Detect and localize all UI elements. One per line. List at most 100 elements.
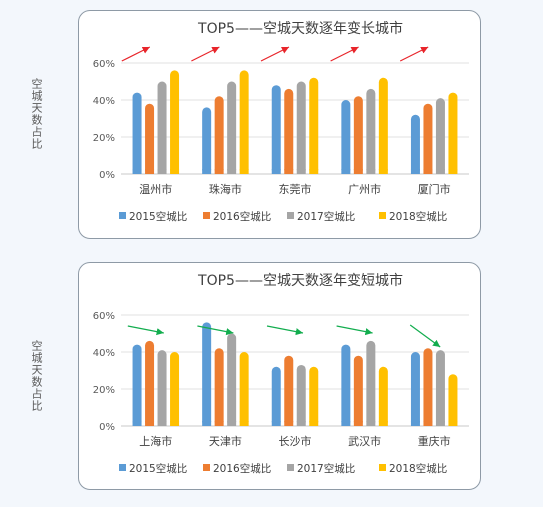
chart-panel-decreasing: TOP5——空城天数逐年变短城市 0% 20% 40% 60% 上海市 天津市 长沙市 武汉市 重… xyxy=(78,262,481,490)
bar-base xyxy=(157,169,167,174)
y-tick-label: 20% xyxy=(93,133,115,144)
bar-base xyxy=(271,421,281,426)
bar-base xyxy=(366,169,376,174)
bar xyxy=(227,333,237,426)
bar xyxy=(239,70,249,174)
x-tick-label: 珠海市 xyxy=(209,182,242,196)
y-tick-label: 40% xyxy=(93,348,115,359)
legend-label: 2018空城比 xyxy=(389,462,447,475)
trend-arrow xyxy=(399,46,429,62)
bar xyxy=(132,92,142,174)
bar xyxy=(239,352,249,426)
legend-swatch xyxy=(203,464,210,471)
trend-arrow xyxy=(409,324,441,348)
trend-arrow xyxy=(121,46,151,62)
y-tick-label: 40% xyxy=(93,96,115,107)
bar xyxy=(423,348,433,426)
y-tick-label: 0% xyxy=(99,170,115,181)
bar-base xyxy=(448,169,458,174)
bar-base xyxy=(353,421,363,426)
bar-base xyxy=(132,169,142,174)
x-tick-label: 天津市 xyxy=(209,434,242,448)
bar xyxy=(448,374,458,426)
chart-decreasing: TOP5——空城天数逐年变短城市 0% 20% 40% 60% 上海市 天津市 长沙市 武汉市 重… xyxy=(93,272,469,475)
bar-base xyxy=(435,169,445,174)
bar xyxy=(170,352,180,426)
chart-title: TOP5——空城天数逐年变短城市 xyxy=(197,272,403,289)
bar-base xyxy=(296,169,306,174)
bar xyxy=(296,364,306,426)
legend-swatch xyxy=(203,212,210,219)
bar-base xyxy=(296,421,306,426)
trend-arrow xyxy=(191,46,220,62)
bar-base xyxy=(227,421,237,426)
legend-swatch xyxy=(287,212,294,219)
x-tick-label: 温州市 xyxy=(139,182,172,196)
bar-base xyxy=(239,421,249,426)
bar xyxy=(170,70,180,174)
x-tick-label: 武汉市 xyxy=(348,434,381,448)
chart-increasing: TOP5——空城天数逐年变长城市 0% 20% 40% 60% 温州市 珠海市 东莞市 广州市 厦… xyxy=(93,20,469,223)
bar-base xyxy=(214,421,224,426)
bar xyxy=(448,92,458,174)
x-tick-label: 东莞市 xyxy=(279,182,312,196)
bar xyxy=(366,340,376,426)
bar-base xyxy=(341,169,351,174)
bar xyxy=(157,350,167,426)
y-tick-label: 20% xyxy=(93,385,115,396)
legend-label: 2018空城比 xyxy=(389,210,447,223)
y-tick-label: 60% xyxy=(93,59,115,70)
bar-base xyxy=(410,169,420,174)
bar xyxy=(284,355,294,426)
bar xyxy=(202,107,212,174)
bar-base xyxy=(341,421,351,426)
bar-base xyxy=(145,421,155,426)
bar xyxy=(378,366,388,426)
bar xyxy=(296,81,306,174)
bar-base xyxy=(284,421,294,426)
bar xyxy=(341,100,351,174)
bar xyxy=(271,366,281,426)
bar xyxy=(132,344,142,426)
bar xyxy=(435,98,445,174)
bar xyxy=(214,348,224,426)
trend-arrow xyxy=(336,325,373,336)
bar-base xyxy=(435,421,445,426)
y-tick-label: 60% xyxy=(93,311,115,322)
bar-base xyxy=(309,169,319,174)
legend-label: 2015空城比 xyxy=(129,210,187,223)
x-tick-label: 上海市 xyxy=(139,434,172,448)
x-tick-label: 厦门市 xyxy=(418,182,451,196)
bar-base xyxy=(202,421,212,426)
bar-base xyxy=(271,169,281,174)
bar xyxy=(214,96,224,174)
y-tick-label: 0% xyxy=(99,422,115,433)
legend-label: 2017空城比 xyxy=(297,462,355,475)
bar-base xyxy=(423,169,433,174)
trend-arrow xyxy=(330,46,359,62)
legend-swatch xyxy=(379,212,386,219)
bar xyxy=(145,103,155,174)
x-tick-label: 广州市 xyxy=(348,182,381,196)
x-tick-label: 重庆市 xyxy=(418,434,451,448)
legend-label: 2015空城比 xyxy=(129,462,187,475)
legend-swatch xyxy=(379,464,386,471)
bar-base xyxy=(448,421,458,426)
bar xyxy=(145,340,155,426)
bar xyxy=(423,103,433,174)
trend-arrow xyxy=(127,325,164,336)
legend-swatch xyxy=(287,464,294,471)
bar xyxy=(202,322,212,426)
trend-arrow xyxy=(260,46,290,62)
bar-base xyxy=(284,169,294,174)
legend-swatch xyxy=(119,464,126,471)
bar xyxy=(341,344,351,426)
chart-title: TOP5——空城天数逐年变长城市 xyxy=(197,20,403,37)
bar-base xyxy=(214,169,224,174)
bar xyxy=(309,77,319,174)
bar xyxy=(284,88,294,174)
bar-base xyxy=(378,421,388,426)
bar-base xyxy=(423,421,433,426)
bar-base xyxy=(202,169,212,174)
bar-base xyxy=(410,421,420,426)
